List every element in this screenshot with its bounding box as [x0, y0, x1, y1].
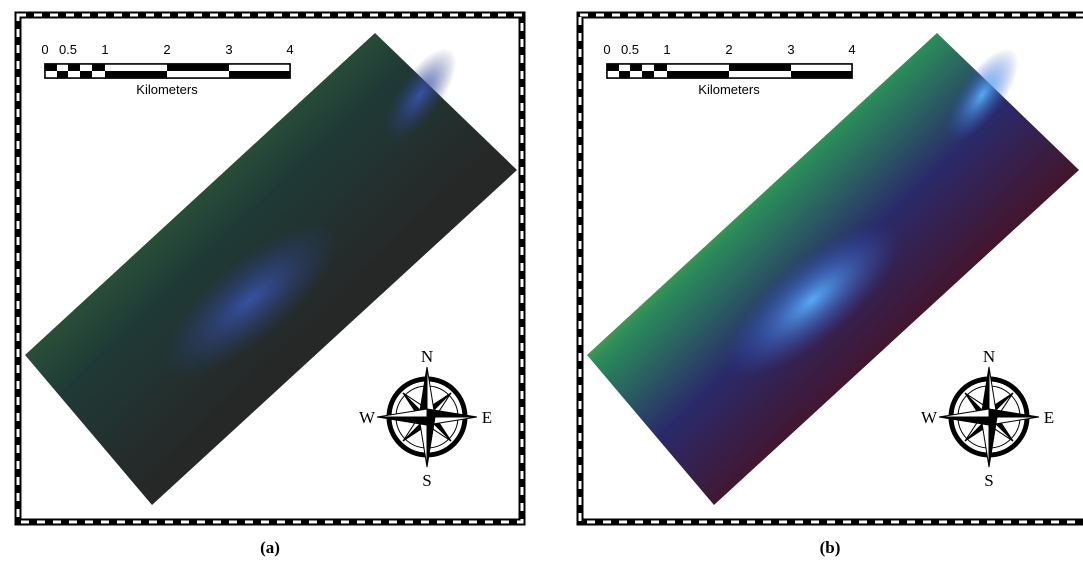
scale-segment [229, 64, 290, 71]
scale-segment [791, 64, 852, 71]
scale-label: 0 [41, 42, 48, 57]
scale-label: 3 [787, 42, 794, 57]
scale-segment [92, 64, 105, 71]
compass-south: S [422, 471, 431, 490]
scale-label: 4 [286, 42, 293, 57]
scale-segment [619, 71, 630, 78]
scale-segment [607, 71, 619, 78]
scale-segment [57, 64, 68, 71]
scale-unit: Kilometers [136, 82, 198, 97]
compass-north: N [983, 347, 995, 366]
compass-east: E [1044, 408, 1054, 427]
scale-segment [654, 64, 667, 71]
scale-segment [68, 64, 80, 71]
map-panel: 0 0.5 1 2 3 4 Kilometers N S W E [580, 15, 1083, 522]
scale-label: 4 [848, 42, 855, 57]
compass-east: E [482, 408, 492, 427]
scale-segment [729, 71, 791, 78]
panel-caption: (a) [260, 538, 280, 557]
scale-segment [80, 71, 92, 78]
scale-label: 3 [225, 42, 232, 57]
scale-label: 0.5 [59, 42, 77, 57]
figure: 0 0.5 1 2 3 4 Kilometers N S W E (a) 0 0.5 1 2 3 4 Kilomet… [0, 0, 1083, 572]
compass-west: W [359, 408, 376, 427]
scale-segment [619, 64, 630, 71]
scale-label: 0.5 [621, 42, 639, 57]
scale-segment [630, 71, 642, 78]
scale-segment [791, 71, 852, 78]
scale-segment [729, 64, 791, 71]
compass-north: N [421, 347, 433, 366]
scale-segment [80, 64, 92, 71]
scale-label: 1 [101, 42, 108, 57]
panel-caption: (b) [820, 538, 841, 557]
scale-segment [630, 64, 642, 71]
map-panel: 0 0.5 1 2 3 4 Kilometers N S W E [18, 15, 522, 522]
compass-west: W [921, 408, 938, 427]
scale-label: 2 [725, 42, 732, 57]
scale-segment [642, 64, 654, 71]
scale-segment [607, 64, 619, 71]
scale-segment [654, 71, 667, 78]
scale-segment [68, 71, 80, 78]
scale-label: 2 [163, 42, 170, 57]
scale-segment [105, 64, 167, 71]
scale-segment [92, 71, 105, 78]
scale-label: 0 [603, 42, 610, 57]
scale-segment [667, 71, 729, 78]
scale-unit: Kilometers [698, 82, 760, 97]
scale-segment [105, 71, 167, 78]
scale-segment [229, 71, 290, 78]
scale-segment [45, 71, 57, 78]
scale-segment [167, 64, 229, 71]
scale-segment [57, 71, 68, 78]
compass-south: S [984, 471, 993, 490]
scale-segment [642, 71, 654, 78]
scale-segment [45, 64, 57, 71]
scale-segment [667, 64, 729, 71]
scale-segment [167, 71, 229, 78]
scale-label: 1 [663, 42, 670, 57]
